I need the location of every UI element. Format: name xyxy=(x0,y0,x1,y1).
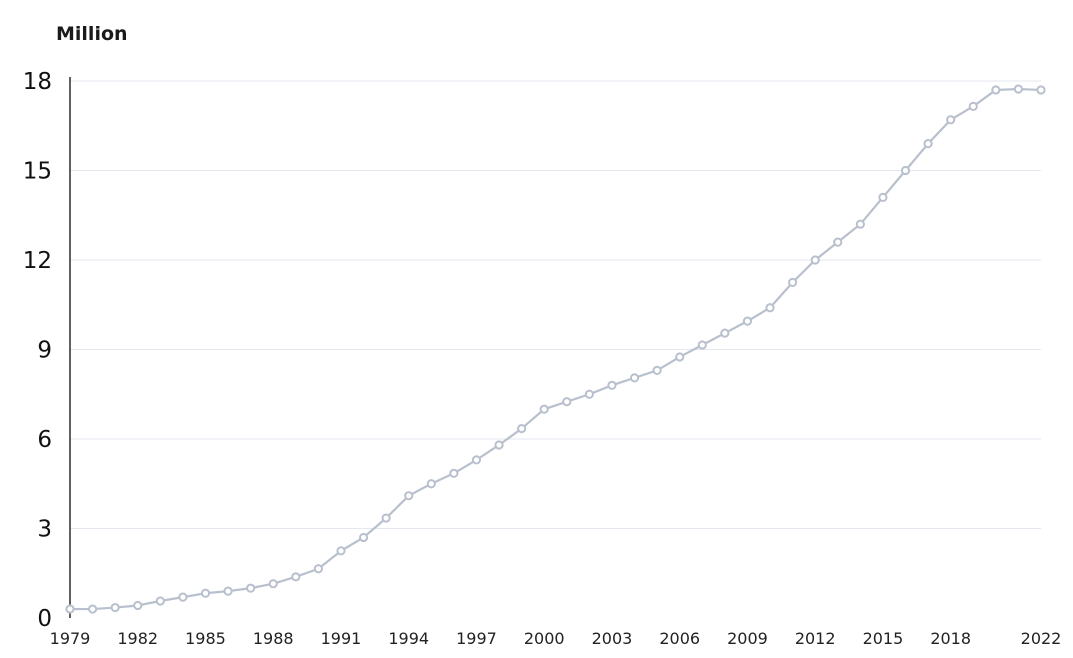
x-tick-label: 1988 xyxy=(253,629,294,648)
data-point xyxy=(87,604,98,614)
x-tick-label: 2015 xyxy=(863,629,904,648)
data-point xyxy=(878,192,888,202)
y-tick-label: 15 xyxy=(23,159,52,185)
data-points xyxy=(65,84,1046,614)
x-tick-label: 2009 xyxy=(727,629,768,648)
data-point xyxy=(833,237,843,247)
data-point xyxy=(855,219,865,229)
x-tick-label: 1985 xyxy=(185,629,226,648)
x-axis-ticks: 1979 1982 1985 1988 1991 1994 1997 2000 2003 2006… xyxy=(50,629,1062,648)
data-point xyxy=(697,340,707,350)
x-tick-label: 2012 xyxy=(795,629,836,648)
data-point xyxy=(765,303,775,313)
data-point xyxy=(471,455,482,465)
data-point xyxy=(381,513,391,523)
x-tick-label: 1979 xyxy=(50,629,91,648)
data-point xyxy=(968,101,978,111)
data-point xyxy=(1036,85,1046,95)
data-point xyxy=(291,572,301,582)
x-tick-label: 2022 xyxy=(1021,629,1062,648)
data-point xyxy=(178,592,188,602)
data-point xyxy=(788,277,798,287)
data-point xyxy=(133,600,143,611)
data-point xyxy=(223,586,233,596)
x-tick-label: 2018 xyxy=(930,629,971,648)
x-tick-label: 1991 xyxy=(321,629,362,648)
data-point xyxy=(246,583,256,593)
x-tick-label: 2003 xyxy=(592,629,633,648)
data-point xyxy=(675,352,685,362)
data-point xyxy=(652,365,662,375)
data-point xyxy=(404,491,414,501)
y-tick-label: 3 xyxy=(37,517,52,543)
data-point xyxy=(539,404,549,414)
y-tick-label: 9 xyxy=(37,338,52,364)
x-tick-label: 1997 xyxy=(456,629,497,648)
data-point xyxy=(155,596,165,606)
y-tick-label: 18 xyxy=(23,69,52,95)
y-axis-unit-label: Million xyxy=(56,23,128,45)
data-point xyxy=(629,373,640,383)
data-point xyxy=(358,532,369,543)
data-point xyxy=(742,316,753,326)
data-point xyxy=(562,397,572,407)
data-point xyxy=(810,255,820,265)
data-point xyxy=(900,165,911,176)
data-point xyxy=(449,468,459,478)
data-point xyxy=(991,85,1001,95)
data-point xyxy=(494,440,504,450)
data-point xyxy=(313,564,323,574)
data-point xyxy=(517,423,527,434)
y-tick-label: 12 xyxy=(23,248,52,274)
data-point xyxy=(110,602,120,613)
y-tick-label: 0 xyxy=(37,606,52,632)
data-point xyxy=(200,588,211,598)
data-point xyxy=(946,115,956,125)
y-axis-ticks: 0 3 6 9 12 15 18 xyxy=(23,69,52,632)
x-tick-label: 1994 xyxy=(388,629,429,648)
data-point xyxy=(65,604,75,614)
x-tick-label: 2006 xyxy=(659,629,700,648)
data-point xyxy=(720,328,730,338)
y-tick-label: 6 xyxy=(37,427,52,453)
data-point xyxy=(268,579,278,589)
x-tick-label: 1982 xyxy=(117,629,158,648)
x-tick-label: 2000 xyxy=(524,629,565,648)
data-point xyxy=(923,139,933,149)
data-point xyxy=(584,389,594,399)
data-point xyxy=(1013,84,1024,94)
data-point xyxy=(336,546,346,556)
data-point xyxy=(426,479,436,489)
grid-lines xyxy=(70,80,1041,529)
data-point xyxy=(607,380,617,390)
